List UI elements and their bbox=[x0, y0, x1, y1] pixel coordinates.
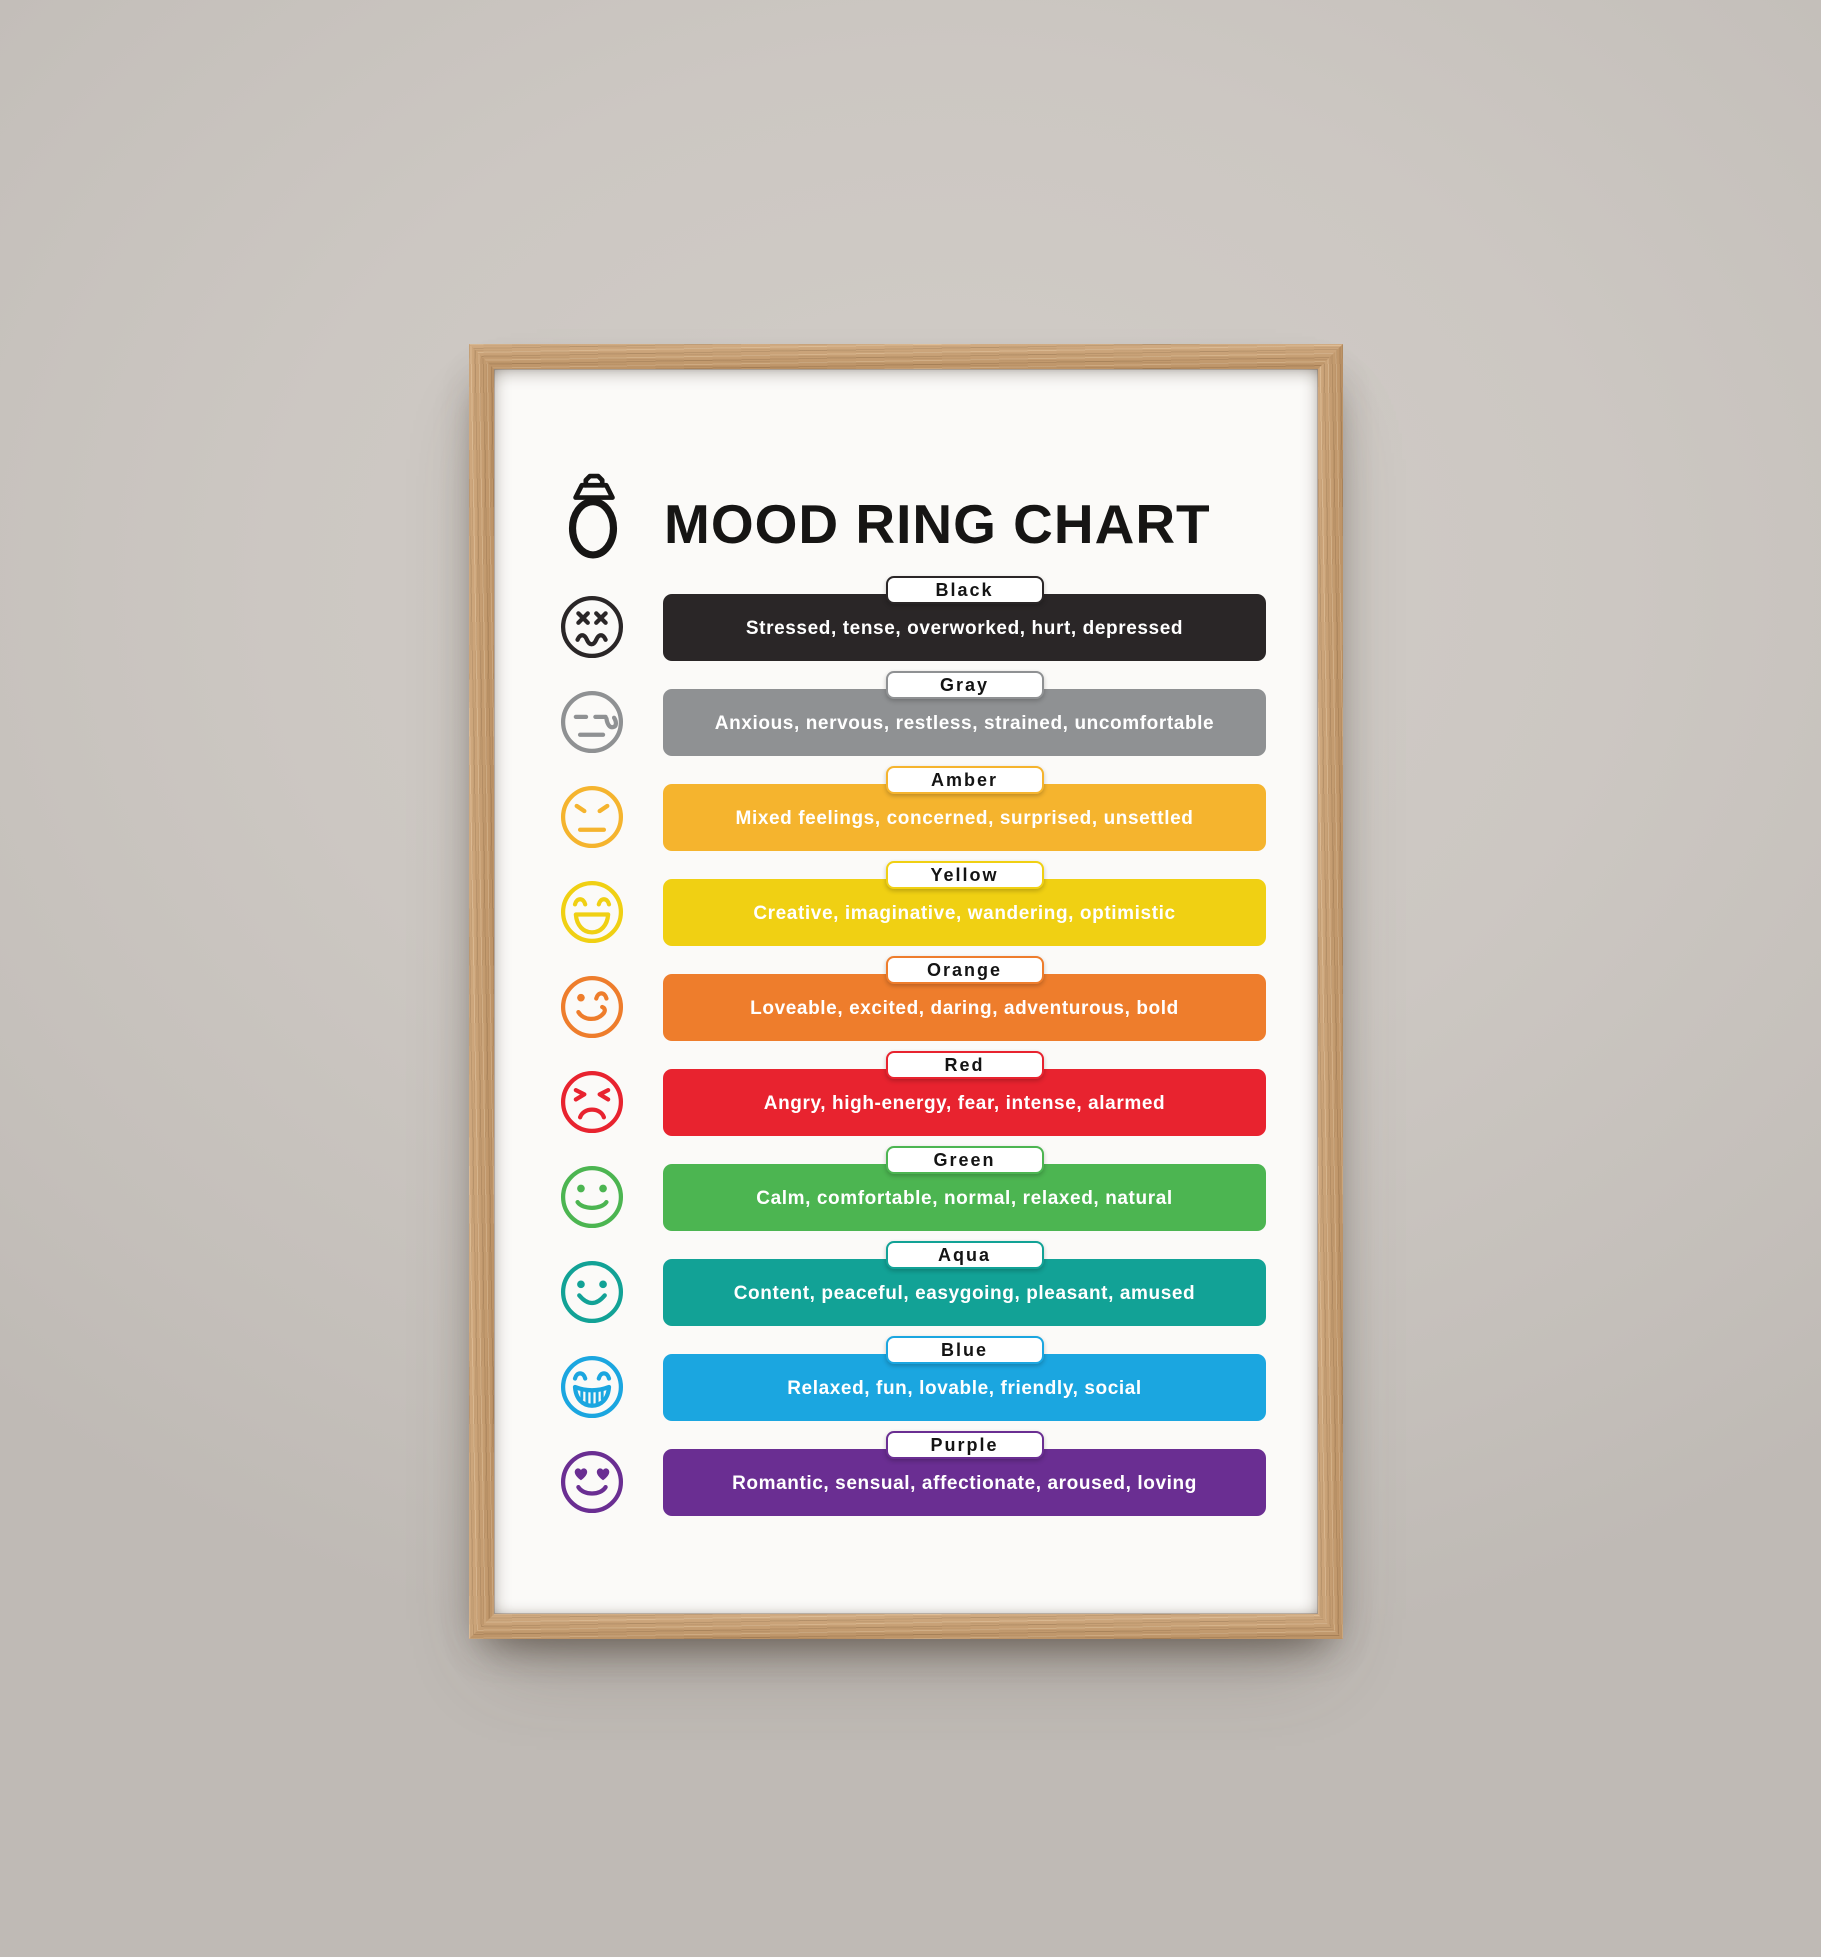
color-label-yellow: Yellow bbox=[885, 861, 1044, 889]
color-label-text: Aqua bbox=[938, 1245, 991, 1265]
mood-description: Calm, comfortable, normal, relaxed, natu… bbox=[756, 1188, 1173, 1209]
color-label-text: Red bbox=[944, 1055, 985, 1075]
mood-description: Mixed feelings, concerned, surprised, un… bbox=[735, 808, 1194, 829]
color-label-text: Amber bbox=[930, 770, 998, 790]
mood-bar-red: Angry, high-energy, fear, intense, alarm… bbox=[663, 1069, 1266, 1136]
color-label-red: Red bbox=[885, 1051, 1044, 1079]
color-label-orange: Orange bbox=[885, 956, 1044, 984]
laughing-face-icon bbox=[558, 878, 626, 946]
mood-bar-black: Stressed, tense, overworked, hurt, depre… bbox=[663, 594, 1266, 661]
color-label-text: Black bbox=[935, 580, 994, 600]
anxious-face-icon bbox=[558, 688, 626, 756]
content-face-icon bbox=[558, 1258, 626, 1326]
color-label-aqua: Aqua bbox=[885, 1241, 1044, 1269]
mood-row-blue: Blue Relaxed, fun, lovable, friendly, so… bbox=[494, 1336, 1318, 1421]
smiling-face-icon bbox=[558, 1163, 626, 1231]
mood-description: Romantic, sensual, affectionate, aroused… bbox=[732, 1473, 1197, 1494]
mood-row-orange: Orange Loveable, excited, daring, advent… bbox=[494, 956, 1318, 1041]
color-label-text: Blue bbox=[940, 1340, 988, 1360]
mood-description: Content, peaceful, easygoing, pleasant, … bbox=[733, 1283, 1196, 1304]
color-label-text: Orange bbox=[926, 960, 1003, 980]
ring-icon bbox=[558, 473, 628, 559]
mood-row-amber: Amber Mixed feelings, concerned, surpris… bbox=[494, 766, 1318, 851]
mood-description: Creative, imaginative, wandering, optimi… bbox=[753, 903, 1176, 924]
mood-bar-yellow: Creative, imaginative, wandering, optimi… bbox=[663, 879, 1266, 946]
worried-face-icon bbox=[558, 783, 626, 851]
dizzy-face-icon bbox=[558, 593, 626, 661]
frame-rail-bottom bbox=[469, 1614, 1343, 1639]
color-label-purple: Purple bbox=[885, 1431, 1044, 1459]
poster-title: MOOD RING CHART bbox=[664, 493, 1211, 555]
mood-row-yellow: Yellow Creative, imaginative, wandering,… bbox=[494, 861, 1318, 946]
mood-bar-green: Calm, comfortable, normal, relaxed, natu… bbox=[663, 1164, 1266, 1231]
mood-bar-aqua: Content, peaceful, easygoing, pleasant, … bbox=[663, 1259, 1266, 1326]
frame-rail-top bbox=[469, 344, 1343, 369]
mood-description: Stressed, tense, overworked, hurt, depre… bbox=[745, 618, 1184, 639]
color-label-amber: Amber bbox=[885, 766, 1044, 794]
frame-rail-left bbox=[469, 344, 494, 1639]
mood-row-gray: Gray Anxious, nervous, restless, straine… bbox=[494, 671, 1318, 756]
grinning-face-icon bbox=[558, 1353, 626, 1421]
color-label-black: Black bbox=[885, 576, 1044, 604]
color-label-text: Purple bbox=[930, 1435, 999, 1455]
angry-face-icon bbox=[558, 1068, 626, 1136]
mood-row-red: Red Angry, high-energy, fear, intense, a… bbox=[494, 1051, 1318, 1136]
mood-description: Anxious, nervous, restless, strained, un… bbox=[714, 713, 1215, 734]
color-label-text: Yellow bbox=[930, 865, 999, 885]
mood-description: Angry, high-energy, fear, intense, alarm… bbox=[763, 1093, 1166, 1114]
mood-bar-gray: Anxious, nervous, restless, strained, un… bbox=[663, 689, 1266, 756]
mood-row-aqua: Aqua Content, peaceful, easygoing, pleas… bbox=[494, 1241, 1318, 1326]
mood-row-green: Green Calm, comfortable, normal, relaxed… bbox=[494, 1146, 1318, 1231]
mood-row-black: Black Stressed, tense, overworked, hurt,… bbox=[494, 576, 1318, 661]
frame-rail-right bbox=[1318, 344, 1343, 1639]
mood-bar-blue: Relaxed, fun, lovable, friendly, social bbox=[663, 1354, 1266, 1421]
color-label-blue: Blue bbox=[885, 1336, 1044, 1364]
color-label-gray: Gray bbox=[885, 671, 1044, 699]
mood-row-purple: Purple Romantic, sensual, affectionate, … bbox=[494, 1431, 1318, 1516]
mood-bar-orange: Loveable, excited, daring, adventurous, … bbox=[663, 974, 1266, 1041]
color-label-text: Gray bbox=[939, 675, 990, 695]
color-label-green: Green bbox=[885, 1146, 1044, 1174]
mood-description: Relaxed, fun, lovable, friendly, social bbox=[787, 1378, 1142, 1399]
mood-bar-amber: Mixed feelings, concerned, surprised, un… bbox=[663, 784, 1266, 851]
mood-bar-purple: Romantic, sensual, affectionate, aroused… bbox=[663, 1449, 1266, 1516]
mood-ring-chart-poster: MOOD RING CHART Black Stressed, te bbox=[494, 369, 1318, 1614]
winking-face-icon bbox=[558, 973, 626, 1041]
picture-frame: MOOD RING CHART Black Stressed, te bbox=[469, 344, 1343, 1639]
mood-description: Loveable, excited, daring, adventurous, … bbox=[750, 998, 1179, 1019]
heart-eyes-face-icon bbox=[558, 1448, 626, 1516]
color-label-text: Green bbox=[933, 1150, 996, 1170]
mood-rows: Black Stressed, tense, overworked, hurt,… bbox=[494, 576, 1318, 1516]
